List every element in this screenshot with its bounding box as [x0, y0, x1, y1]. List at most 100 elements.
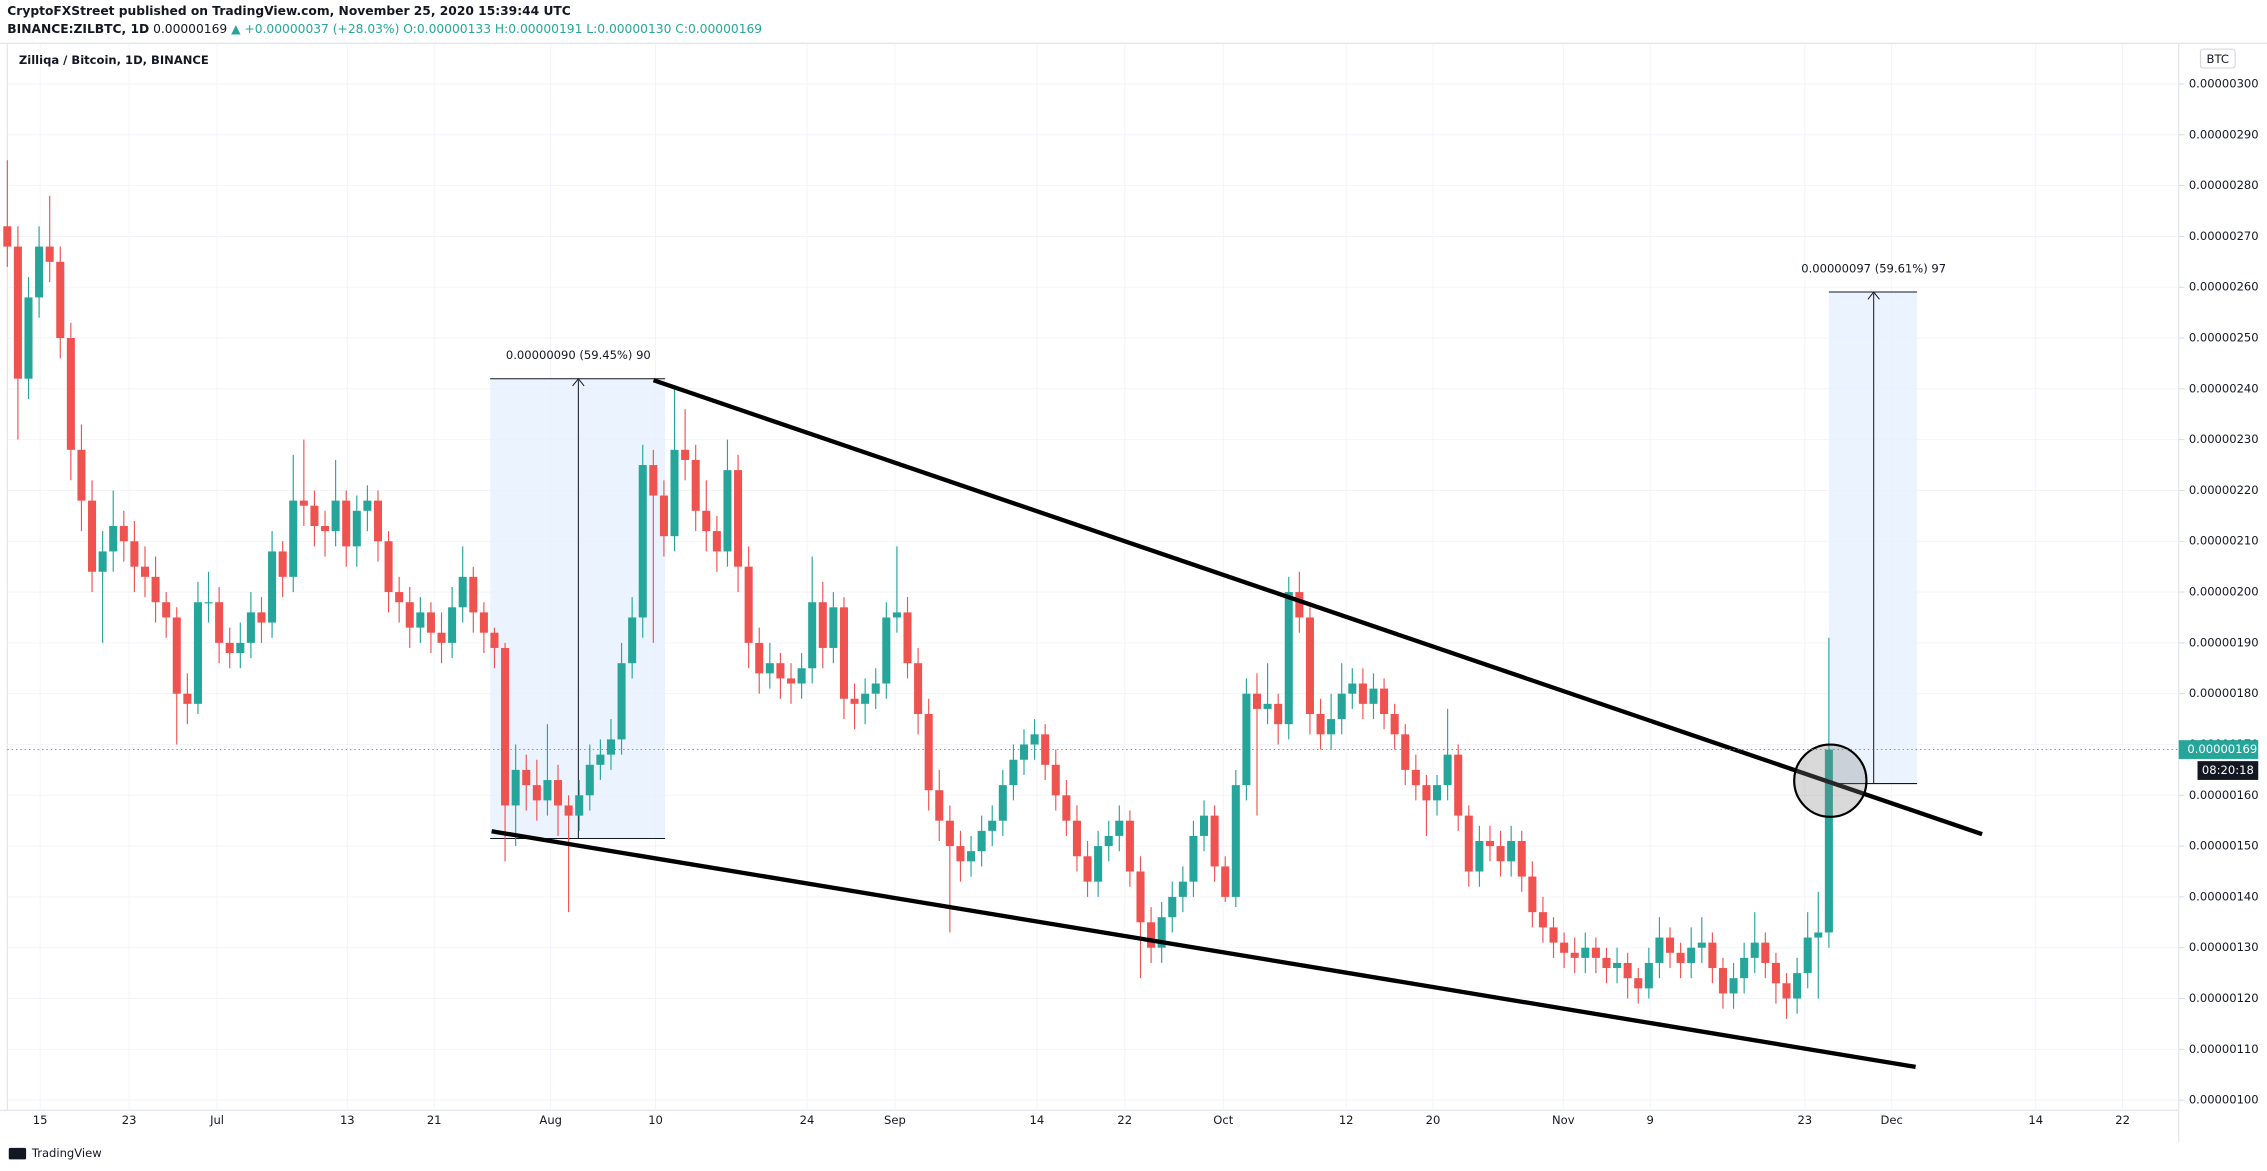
arrow-head	[1867, 291, 1880, 300]
candle-body	[670, 449, 679, 537]
candle-body	[77, 449, 86, 501]
publish-info: CryptoFXStreet published on TradingView.…	[7, 4, 570, 18]
candle-body	[35, 246, 44, 298]
candle-body	[1284, 592, 1293, 725]
candle-body	[1538, 912, 1547, 928]
candle-body	[1824, 749, 1833, 933]
candle-body	[1200, 815, 1209, 836]
candle-body	[278, 551, 287, 577]
candle-body	[1771, 962, 1780, 984]
candle-body	[45, 246, 54, 262]
x-tick-label: 21	[427, 1113, 442, 1127]
y-tick-label: 0.00000240	[2189, 381, 2259, 395]
candle-body	[575, 795, 584, 816]
price: 0.00000169	[153, 21, 227, 35]
candle-body	[744, 566, 753, 643]
candle-body	[532, 785, 541, 801]
candle-body	[140, 566, 150, 577]
candle-body	[1560, 942, 1569, 953]
candle-body	[246, 612, 255, 643]
candle-body	[458, 576, 467, 608]
x-tick-label: 9	[1646, 1113, 1653, 1127]
candle-body	[1814, 932, 1823, 938]
y-tick-label: 0.00000100	[2189, 1093, 2259, 1107]
candle-body	[310, 505, 319, 527]
measure-box	[490, 378, 666, 839]
arrow-head	[572, 377, 585, 387]
y-tick-label: 0.00000160	[2189, 788, 2259, 802]
y-tick-label: 0.00000200	[2189, 585, 2259, 599]
candle-body	[681, 449, 690, 460]
y-tick-label: 0.00000130	[2189, 940, 2259, 954]
x-tick-label: 13	[340, 1113, 355, 1127]
candle-body	[395, 592, 404, 603]
countdown-label: 08:20:18	[2202, 763, 2254, 777]
change: ▲ +0.00000037 (+28.03%)	[231, 21, 399, 35]
candle-body	[543, 780, 552, 801]
last-price: 0.00000169 08:20:18	[7, 740, 2259, 780]
candle-body	[299, 500, 308, 506]
candle-body	[1274, 703, 1283, 725]
y-tick-label: 0.00000290	[2189, 127, 2259, 141]
candle-body	[1718, 968, 1727, 994]
candle-body	[924, 714, 933, 791]
candle-body	[342, 500, 351, 547]
price-tag-label: 0.00000169	[2187, 742, 2257, 756]
candle-body	[1665, 937, 1675, 953]
candle-body	[1072, 820, 1081, 857]
candle-body	[967, 851, 976, 862]
y-tick-label: 0.00000300	[2189, 77, 2259, 91]
candle-body	[225, 642, 234, 654]
footer-text: TradingView	[31, 1146, 102, 1160]
y-tick-label: 0.00000250	[2189, 331, 2259, 345]
y-tick-label: 0.00000110	[2189, 1042, 2259, 1056]
candle-body	[765, 663, 774, 674]
candle-body	[1295, 592, 1304, 618]
candle-body	[426, 612, 435, 633]
candle-body	[1178, 881, 1187, 897]
candle-body	[935, 790, 944, 821]
candle-body	[988, 820, 997, 831]
candle-body	[1517, 841, 1526, 877]
candle-body	[617, 663, 626, 740]
candle-body	[1422, 785, 1431, 801]
candle-body	[384, 541, 393, 593]
candle-body	[1634, 978, 1643, 989]
candle-body	[1136, 871, 1145, 923]
candle-body	[1750, 942, 1759, 958]
candle-body	[289, 500, 298, 577]
candle-body	[850, 698, 859, 704]
candle-body	[172, 617, 181, 694]
candle-body	[776, 663, 785, 679]
candle-body	[1740, 957, 1749, 979]
candle-body	[861, 693, 870, 704]
candle-body	[3, 226, 12, 247]
candle-body	[151, 576, 160, 603]
candle-body	[98, 551, 107, 572]
logo-mark	[8, 1147, 27, 1160]
x-tick-label: 10	[648, 1113, 663, 1127]
candle-body	[1327, 719, 1336, 735]
candle-body	[469, 576, 478, 613]
candle-body	[204, 602, 213, 604]
candle-body	[1485, 841, 1495, 847]
candle-body	[1221, 866, 1230, 897]
candle-body	[321, 526, 330, 532]
candle-body	[1433, 785, 1442, 801]
candle-body	[1263, 703, 1272, 709]
grid	[7, 43, 2179, 1111]
candle-body	[596, 754, 605, 765]
candle-body	[215, 602, 224, 643]
x-tick-label: Dec	[1880, 1113, 1902, 1127]
candle-body	[1380, 688, 1389, 715]
candle-body	[522, 769, 531, 786]
x-tick-label: 23	[1797, 1113, 1812, 1127]
candle-body	[183, 693, 192, 704]
candle-body	[501, 647, 510, 806]
x-tick-label: 22	[2115, 1113, 2130, 1127]
candle-body	[691, 459, 700, 511]
candle-body	[755, 642, 764, 674]
candle-body	[1083, 856, 1092, 882]
